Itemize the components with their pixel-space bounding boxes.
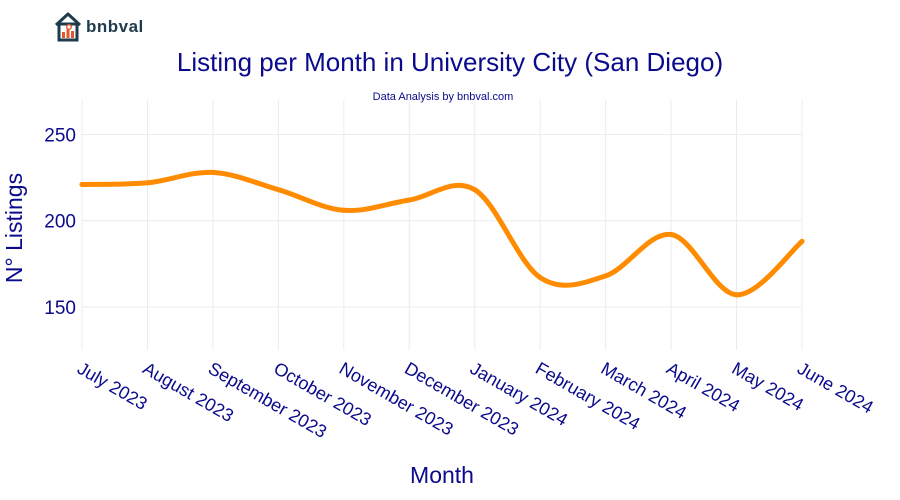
data-point <box>275 187 281 193</box>
data-point <box>341 207 347 213</box>
y-tick-label: 250 <box>44 125 76 146</box>
brand-logo: bnbval <box>54 12 144 42</box>
data-point <box>799 238 805 244</box>
data-point <box>79 181 85 187</box>
y-tick-label: 200 <box>44 212 76 233</box>
y-axis-label: N° Listings <box>1 173 27 283</box>
x-tick-label: June 2024 <box>794 358 877 417</box>
data-point <box>406 197 412 203</box>
data-point <box>603 273 609 279</box>
x-tick-label: December 2023 <box>401 358 522 439</box>
house-icon <box>54 12 82 42</box>
chart-title: Listing per Month in University City (Sa… <box>177 47 723 77</box>
y-tick-label: 150 <box>44 298 76 319</box>
chart-subtitle: Data Analysis by bnbval.com <box>373 91 514 103</box>
data-point <box>668 231 674 237</box>
data-point <box>537 275 543 281</box>
data-point <box>210 169 216 175</box>
x-tick-label: November 2023 <box>336 358 457 439</box>
brand-name: bnbval <box>86 17 144 36</box>
x-axis-label: Month <box>410 462 474 488</box>
x-tick-label: May 2024 <box>729 358 807 415</box>
data-point <box>734 292 740 298</box>
series-line <box>79 169 805 298</box>
data-point <box>472 187 478 193</box>
data-point <box>144 180 150 186</box>
x-tick-label: July 2023 <box>74 358 151 414</box>
